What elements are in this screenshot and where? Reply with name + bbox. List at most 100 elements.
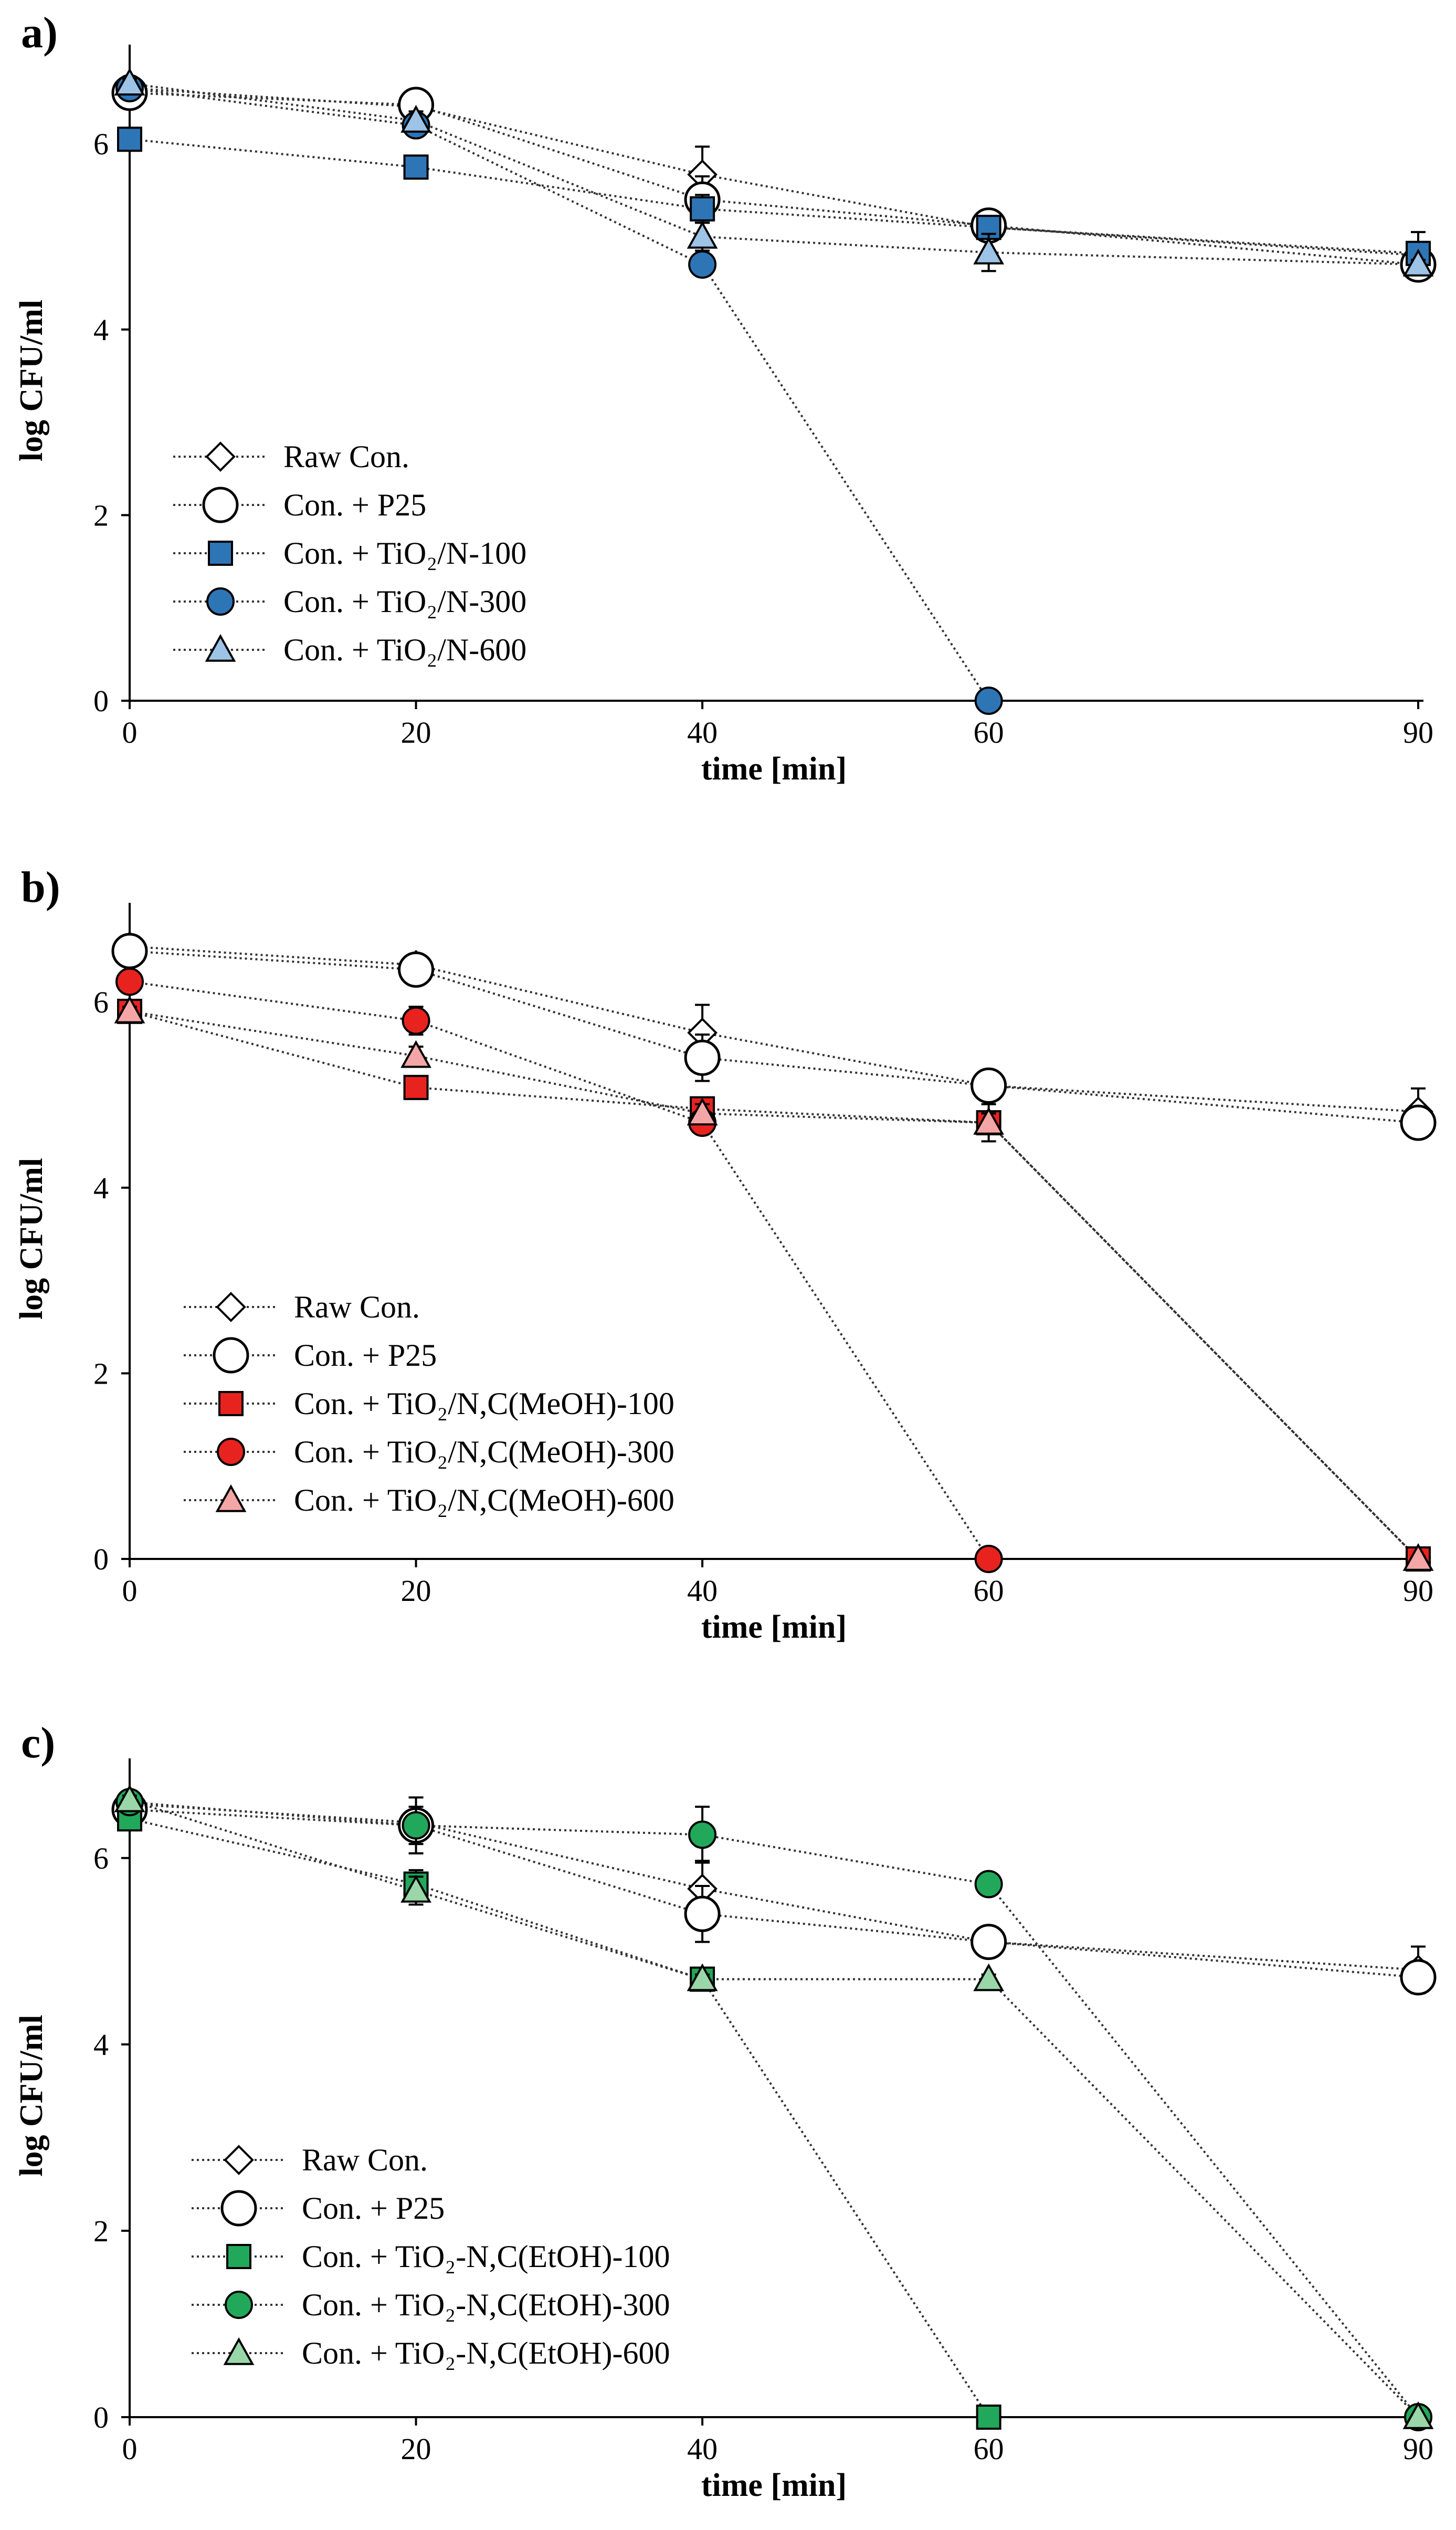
- series-line: [129, 91, 1419, 266]
- legend-label: Con. + TiO₂/N,C(MeOH)-300: [294, 1435, 674, 1469]
- series-line: [129, 950, 1419, 1124]
- data-point: [687, 1963, 718, 1991]
- legend-marker: [213, 1337, 249, 1374]
- data-point: [973, 1106, 1005, 1135]
- legend-label: Con. + TiO₂/N,C(MeOH)-100: [294, 1386, 674, 1421]
- legend-marker: [224, 2145, 254, 2175]
- x-tick-label: 90: [1403, 715, 1433, 750]
- x-tick-label: 0: [122, 2432, 138, 2466]
- x-tick-label: 60: [974, 715, 1004, 750]
- series-line: [129, 138, 1419, 255]
- legend: Raw Con. Con. + P25 Con. + TiO₂/N-100 Con. …: [173, 439, 526, 667]
- data-point: [974, 1870, 1003, 1899]
- x-tick-label: 60: [974, 2432, 1004, 2466]
- data-point: [402, 1811, 430, 1840]
- legend-marker: [226, 2244, 251, 2269]
- series-3: [115, 1788, 1432, 2431]
- legend-label: Con. + TiO₂/N,C(MeOH)-600: [294, 1483, 674, 1517]
- data-point: [973, 1963, 1005, 1991]
- series-1: [111, 75, 1437, 283]
- y-axis-title: log CFU/ml: [14, 1158, 49, 1320]
- data-point: [1402, 1543, 1434, 1571]
- x-tick-label: 90: [1403, 2432, 1433, 2466]
- legend-label: Con. + P25: [283, 488, 426, 522]
- legend-marker: [217, 1438, 245, 1466]
- legend-marker: [202, 487, 239, 523]
- legend-label: Con. + TiO₂/N-100: [283, 536, 526, 571]
- series-line: [129, 945, 1419, 1113]
- data-point: [111, 933, 148, 969]
- y-tick-label: 4: [93, 313, 109, 347]
- data-point: [398, 951, 435, 988]
- x-tick-label: 20: [401, 1574, 431, 1608]
- y-tick-label: 2: [93, 2214, 109, 2248]
- legend-label: Con. + P25: [302, 2191, 445, 2226]
- series-0: [114, 73, 1433, 280]
- data-point: [684, 1039, 721, 1076]
- legend-label: Raw Con.: [294, 1290, 420, 1324]
- x-tick-label: 20: [401, 715, 431, 750]
- data-point: [400, 1874, 431, 1903]
- legend-label: Con. + TiO₂/N-600: [283, 632, 526, 667]
- x-tick-label: 0: [122, 1574, 138, 1608]
- y-tick-label: 0: [93, 1542, 109, 1576]
- legend-label: Con. + TiO₂/N-300: [283, 584, 526, 619]
- y-tick-label: 2: [93, 1356, 109, 1390]
- series-1: [111, 1791, 1437, 1996]
- data-point: [973, 236, 1005, 265]
- data-point: [400, 104, 431, 133]
- panel-label: a): [21, 8, 58, 57]
- series-line: [129, 1799, 1419, 2418]
- data-point: [1402, 2401, 1434, 2429]
- data-point: [1400, 1104, 1437, 1141]
- data-point: [688, 250, 717, 279]
- legend-marker: [216, 1292, 246, 1322]
- y-tick-label: 0: [93, 2400, 109, 2434]
- data-point: [974, 687, 1003, 715]
- legend-label: Con. + TiO₂-N,C(EtOH)-100: [302, 2239, 670, 2274]
- data-point: [690, 196, 715, 222]
- x-axis-title: time [min]: [701, 751, 847, 787]
- panel-label: b): [21, 863, 60, 912]
- y-tick-label: 2: [93, 498, 109, 532]
- legend-marker: [208, 541, 233, 566]
- legend: Raw Con. Con. + P25 Con. + TiO₂-N,C(EtOH)-…: [192, 2143, 670, 2370]
- data-point: [403, 1074, 429, 1100]
- series-4: [114, 1784, 1434, 2429]
- data-point: [970, 1924, 1007, 1960]
- data-point: [684, 1895, 721, 1932]
- series-4: [114, 995, 1434, 1571]
- x-axis-title: time [min]: [701, 1609, 847, 1645]
- series-3: [115, 74, 1003, 715]
- legend-label: Raw Con.: [302, 2143, 428, 2177]
- panel-label: c): [21, 1719, 55, 1767]
- series-line: [129, 1010, 1419, 1560]
- y-axis-title: log CFU/ml: [14, 2015, 49, 2176]
- series-line: [129, 1801, 1419, 2418]
- data-point: [114, 1784, 145, 1812]
- legend-marker: [215, 1484, 247, 1512]
- data-point: [976, 2405, 1001, 2430]
- data-point: [1402, 248, 1434, 277]
- data-point: [403, 154, 429, 180]
- series-line: [129, 1010, 1419, 1560]
- y-tick-label: 0: [93, 684, 109, 718]
- data-point: [688, 1820, 717, 1849]
- legend-label: Con. + P25: [294, 1338, 437, 1373]
- legend-marker: [223, 2337, 255, 2365]
- legend-marker: [206, 587, 235, 616]
- series-1: [111, 933, 1437, 1141]
- series-3: [115, 967, 1003, 1573]
- x-tick-label: 40: [687, 1574, 718, 1608]
- series-2: [117, 126, 1431, 266]
- data-point: [687, 220, 718, 249]
- y-tick-label: 6: [93, 985, 109, 1019]
- legend-marker: [225, 2291, 253, 2319]
- data-point: [400, 1040, 431, 1068]
- x-tick-label: 90: [1403, 1574, 1433, 1608]
- y-tick-label: 4: [93, 2028, 109, 2062]
- x-tick-label: 20: [401, 2432, 431, 2466]
